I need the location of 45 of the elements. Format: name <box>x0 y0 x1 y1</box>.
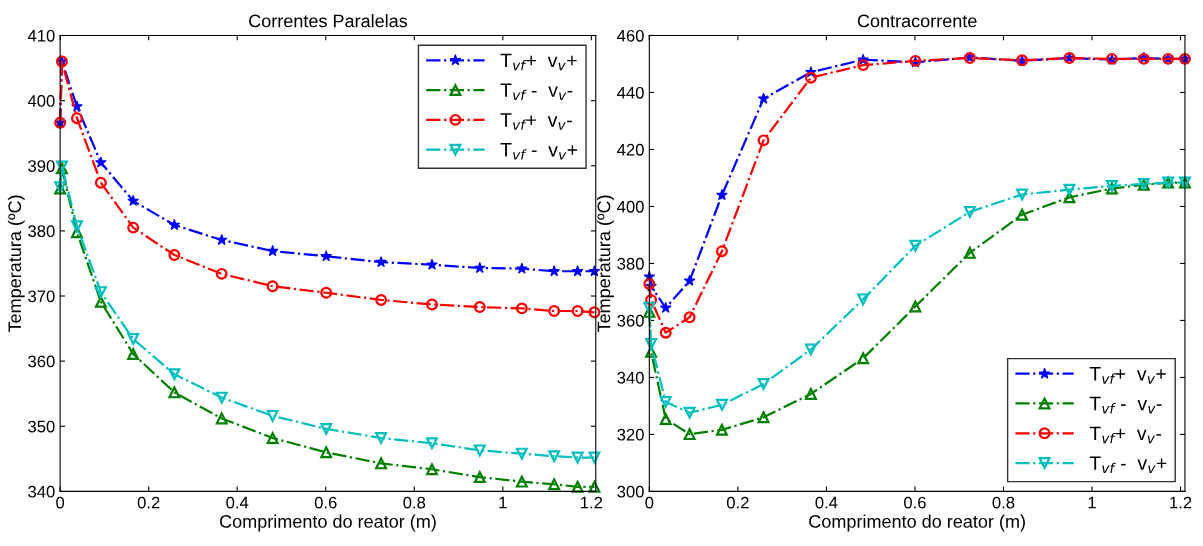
legend-label: T$_{vf}$+ v$_{v}$- <box>500 113 572 130</box>
legend-label: T$_{vf}$+ v$_{v}$+ <box>500 53 577 71</box>
x-axis-title: Comprimento do reator (m) <box>809 514 1025 532</box>
x-tick-label: 0 <box>56 496 65 509</box>
y-tick-label: 370 <box>28 290 55 303</box>
y-tick-label: 420 <box>617 143 644 156</box>
x-tick-label: 0.4 <box>226 496 249 509</box>
legend-label: T$_{vf}$ - v$_{v}$+ <box>500 143 578 160</box>
y-tick-label: 460 <box>617 29 644 42</box>
x-tick-label: 1.2 <box>581 496 603 509</box>
x-tick-label: 1 <box>1088 496 1096 509</box>
y-tick-label: 410 <box>27 29 55 42</box>
x-tick-label: 0.6 <box>904 496 926 509</box>
y-tick-label: 350 <box>28 420 55 433</box>
y-tick-label: 440 <box>617 86 644 99</box>
x-tick-label: 1.2 <box>1170 496 1192 509</box>
legend-label: T$_{vf}$ - v$_{v}$+ <box>1089 456 1167 474</box>
y-tick-label: 380 <box>617 257 644 270</box>
legend-label: T$_{vf}$+ v$_{v}$- <box>1089 426 1161 444</box>
y-tick-label: 360 <box>617 314 644 327</box>
x-tick-label: 0.2 <box>137 496 160 509</box>
legend-label: T$_{vf}$ - v$_{v}$- <box>500 83 573 101</box>
x-tick-label: 0.2 <box>726 496 749 509</box>
x-tick-label: 0.8 <box>992 496 1015 509</box>
y-tick-label: 390 <box>28 160 55 172</box>
y-tick-label: 340 <box>617 371 644 384</box>
y-tick-label: 400 <box>617 200 644 213</box>
x-tick-label: 0.4 <box>815 496 838 509</box>
x-axis-title: Comprimento do reator (m) <box>220 514 436 532</box>
y-tick-label: 400 <box>27 95 55 107</box>
legend-label: T$_{vf}$ - v$_{v}$- <box>1089 396 1162 414</box>
y-axis-title: Temperatura (ºC) <box>7 195 25 333</box>
y-tick-label: 340 <box>28 485 55 498</box>
x-tick-label: 0 <box>645 496 654 509</box>
x-tick-label: 1 <box>499 496 507 509</box>
x-tick-label: 0.8 <box>403 496 426 509</box>
y-tick-label: 320 <box>617 428 644 441</box>
y-tick-label: 300 <box>617 485 644 498</box>
x-tick-label: 0.6 <box>314 496 337 509</box>
y-tick-label: 380 <box>28 225 55 238</box>
y-axis-title: Temperatura (ºC) <box>597 195 614 333</box>
chart-title: Contracorrente <box>857 14 977 28</box>
chart-title: Correntes Paralelas <box>249 14 408 28</box>
legend-label: T$_{vf}$+ v$_{v}$+ <box>1089 367 1166 384</box>
y-tick-label: 360 <box>28 355 55 368</box>
